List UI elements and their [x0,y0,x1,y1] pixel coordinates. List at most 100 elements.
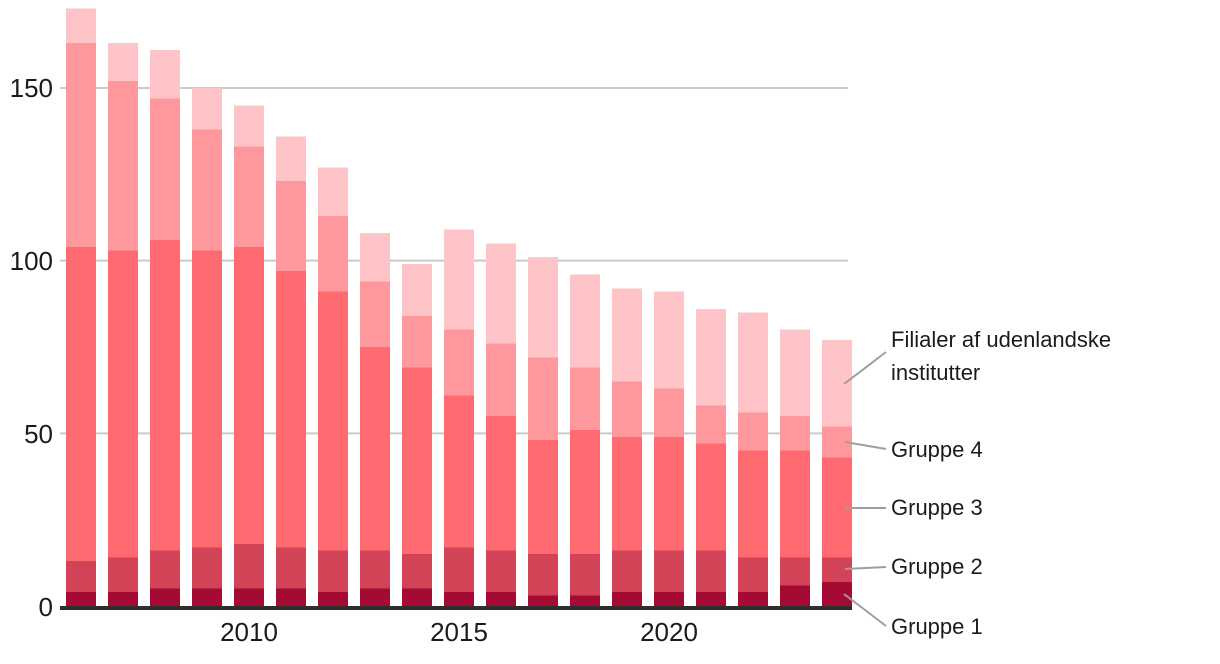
leader-gruppe-4 [844,441,887,450]
bar-segment-2009-gruppe-3 [192,250,222,548]
bar-segment-2015-filialer-af-udenlandske-institutter [444,229,474,330]
bar-segment-2007-gruppe-4 [108,81,138,251]
bar-segment-2016-gruppe-4 [486,343,516,417]
bar-segment-2015-gruppe-3 [444,395,474,548]
bar-segment-2018-gruppe-2 [570,554,600,596]
x-tick-2015: 2015 [430,617,488,647]
bar-segment-2023-gruppe-3 [780,450,810,558]
bar-segment-2024-filialer-af-udenlandske-institutter [822,340,852,427]
y-tick-150: 150 [9,73,53,103]
bar-segment-2010-gruppe-2 [234,543,264,589]
bar-segment-2012-gruppe-2 [318,550,348,593]
bar-segment-2011-gruppe-2 [276,547,306,589]
bar-segment-2008-filialer-af-udenlandske-institutter [150,50,180,99]
bar-segment-2018-filialer-af-udenlandske-institutter [570,274,600,368]
bar-segment-2018-gruppe-3 [570,429,600,555]
bar-segment-2012-gruppe-3 [318,291,348,551]
leader-filialer [843,351,887,385]
bar-segment-2010-gruppe-1 [234,588,264,606]
bar-segment-2019-gruppe-4 [612,381,642,437]
bar-segment-2016-filialer-af-udenlandske-institutter [486,243,516,344]
bar-segment-2022-gruppe-2 [738,557,768,593]
bar-segment-2006-gruppe-2 [66,561,96,593]
bar-segment-2017-filialer-af-udenlandske-institutter [528,257,558,358]
bar-segment-2008-gruppe-4 [150,98,180,240]
bar-segment-2022-gruppe-3 [738,450,768,558]
bar-segment-2019-gruppe-2 [612,550,642,593]
bar-segment-2013-gruppe-1 [360,588,390,606]
bar-segment-2023-gruppe-1 [780,585,810,606]
bar-segment-2016-gruppe-1 [486,592,516,606]
bar-segment-2012-filialer-af-udenlandske-institutter [318,167,348,216]
bar-segment-2020-filialer-af-udenlandske-institutter [654,291,684,389]
bar-segment-2009-gruppe-4 [192,129,222,251]
bar-segment-2017-gruppe-4 [528,357,558,441]
bar-segment-2010-gruppe-3 [234,246,264,544]
bar-segment-2006-gruppe-1 [66,592,96,606]
bar-segment-2006-gruppe-3 [66,246,96,562]
bar-segment-2010-gruppe-4 [234,146,264,247]
bar-segment-2021-gruppe-4 [696,405,726,444]
bar-segment-2007-gruppe-3 [108,250,138,558]
legend-gruppe-1: Gruppe 1 [891,614,983,639]
bar-segment-2020-gruppe-2 [654,550,684,593]
bar-segment-2007-filialer-af-udenlandske-institutter [108,43,138,82]
y-tick-0: 0 [38,592,53,622]
y-tick-100: 100 [9,246,53,276]
bar-segment-2024-gruppe-1 [822,581,852,606]
bar-segment-2019-filialer-af-udenlandske-institutter [612,288,642,382]
bar-segment-2014-gruppe-2 [402,554,432,589]
legend-gruppe-3: Gruppe 3 [891,495,983,520]
bar-segment-2021-gruppe-1 [696,592,726,606]
bar-segment-2012-gruppe-4 [318,215,348,292]
bar-segment-2019-gruppe-3 [612,436,642,551]
legend-gruppe-2: Gruppe 2 [891,554,983,579]
bar-segment-2009-filialer-af-udenlandske-institutter [192,88,222,130]
bar-segment-2013-gruppe-3 [360,347,390,551]
bar-segment-2022-filialer-af-udenlandske-institutter [738,312,768,413]
bar-segment-2020-gruppe-1 [654,592,684,606]
bar-segment-2012-gruppe-1 [318,592,348,606]
legend-filialer-line1: Filialer af udenlandske [891,327,1112,352]
bar-segment-2013-gruppe-2 [360,550,390,589]
bar-segment-2018-gruppe-1 [570,595,600,606]
bar-segment-2015-gruppe-2 [444,547,474,593]
bar-segment-2022-gruppe-4 [738,412,768,451]
bar-segment-2010-filialer-af-udenlandske-institutter [234,105,264,147]
bar-segment-2008-gruppe-1 [150,588,180,606]
y-tick-50: 50 [24,419,53,449]
x-tick-2020: 2020 [640,617,698,647]
bar-segment-2021-gruppe-2 [696,550,726,593]
bar-segment-2014-gruppe-1 [402,588,432,606]
bar-segment-2015-gruppe-4 [444,329,474,396]
bar-segment-2014-filialer-af-udenlandske-institutter [402,264,432,316]
x-tick-2010: 2010 [220,617,278,647]
legend-filialer-line2: institutter [891,360,981,385]
legend-gruppe-4: Gruppe 4 [891,437,983,462]
leader-gruppe-2 [844,566,887,570]
bar-segment-2013-gruppe-4 [360,281,390,347]
bar-segment-2020-gruppe-4 [654,388,684,437]
bar-segment-2016-gruppe-3 [486,416,516,551]
legend-filialer: Filialer af udenlandske institutter [891,323,1111,389]
bar-segment-2006-filialer-af-udenlandske-institutter [66,8,96,44]
bar-segment-2011-gruppe-3 [276,271,306,548]
bar-segment-2008-gruppe-2 [150,550,180,589]
bar-segment-2011-gruppe-1 [276,588,306,606]
bar-segment-2009-gruppe-1 [192,588,222,606]
bar-segment-2014-gruppe-3 [402,367,432,555]
bar-segment-2015-gruppe-1 [444,592,474,606]
bar-segment-2019-gruppe-1 [612,592,642,606]
bar-segment-2022-gruppe-1 [738,592,768,606]
bar-segment-2006-gruppe-4 [66,43,96,247]
bar-segment-2013-filialer-af-udenlandske-institutter [360,233,390,282]
bar-segment-2023-gruppe-4 [780,416,810,451]
bar-segment-2017-gruppe-3 [528,440,558,555]
bar-segment-2007-gruppe-1 [108,592,138,606]
bar-segment-2020-gruppe-3 [654,436,684,551]
bar-segment-2014-gruppe-4 [402,315,432,368]
bar-segment-2017-gruppe-2 [528,554,558,596]
bar-segment-2016-gruppe-2 [486,550,516,593]
